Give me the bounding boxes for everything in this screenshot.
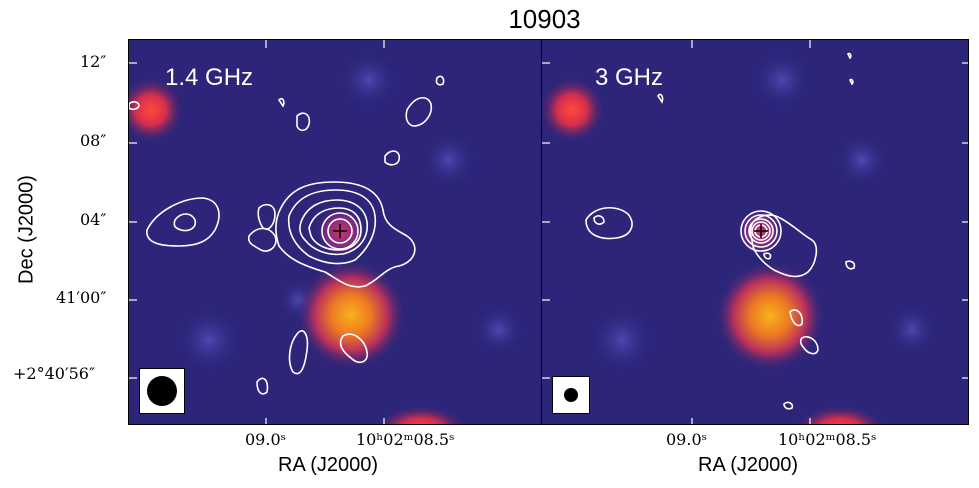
beam-ellipse (564, 388, 578, 402)
x-tick-label: 10ʰ02ᵐ08.5ˢ (778, 430, 877, 449)
beam-inset (552, 376, 590, 414)
y-axis-title: Dec (J2000) (15, 175, 38, 284)
x-tick-label: 10ʰ02ᵐ08.5ˢ (356, 430, 455, 449)
panel-1-4ghz: 1.4 GHz (128, 39, 542, 425)
panel-3ghz: 3 GHz (541, 39, 969, 425)
x-axis-title: RA (J2000) (278, 454, 379, 476)
x-tick-label: 09.0ˢ (245, 430, 287, 449)
frequency-label: 3 GHz (595, 64, 664, 91)
x-axis-title: RA (J2000) (698, 454, 799, 476)
x-tick-label: 09.0ˢ (666, 430, 708, 449)
beam-inset (139, 368, 185, 414)
y-tick-label: 04″ (80, 210, 107, 229)
beam-ellipse (147, 376, 177, 406)
y-tick-label: +2°40′56″ (13, 364, 95, 383)
y-tick-label: 41′00″ (56, 288, 107, 307)
y-tick-label: 08″ (80, 131, 107, 150)
frequency-label: 1.4 GHz (165, 64, 254, 91)
image-1-4ghz (129, 40, 541, 424)
figure-title: 10903 (508, 4, 581, 34)
image-3ghz (542, 40, 968, 424)
y-tick-label: 12″ (80, 52, 107, 71)
